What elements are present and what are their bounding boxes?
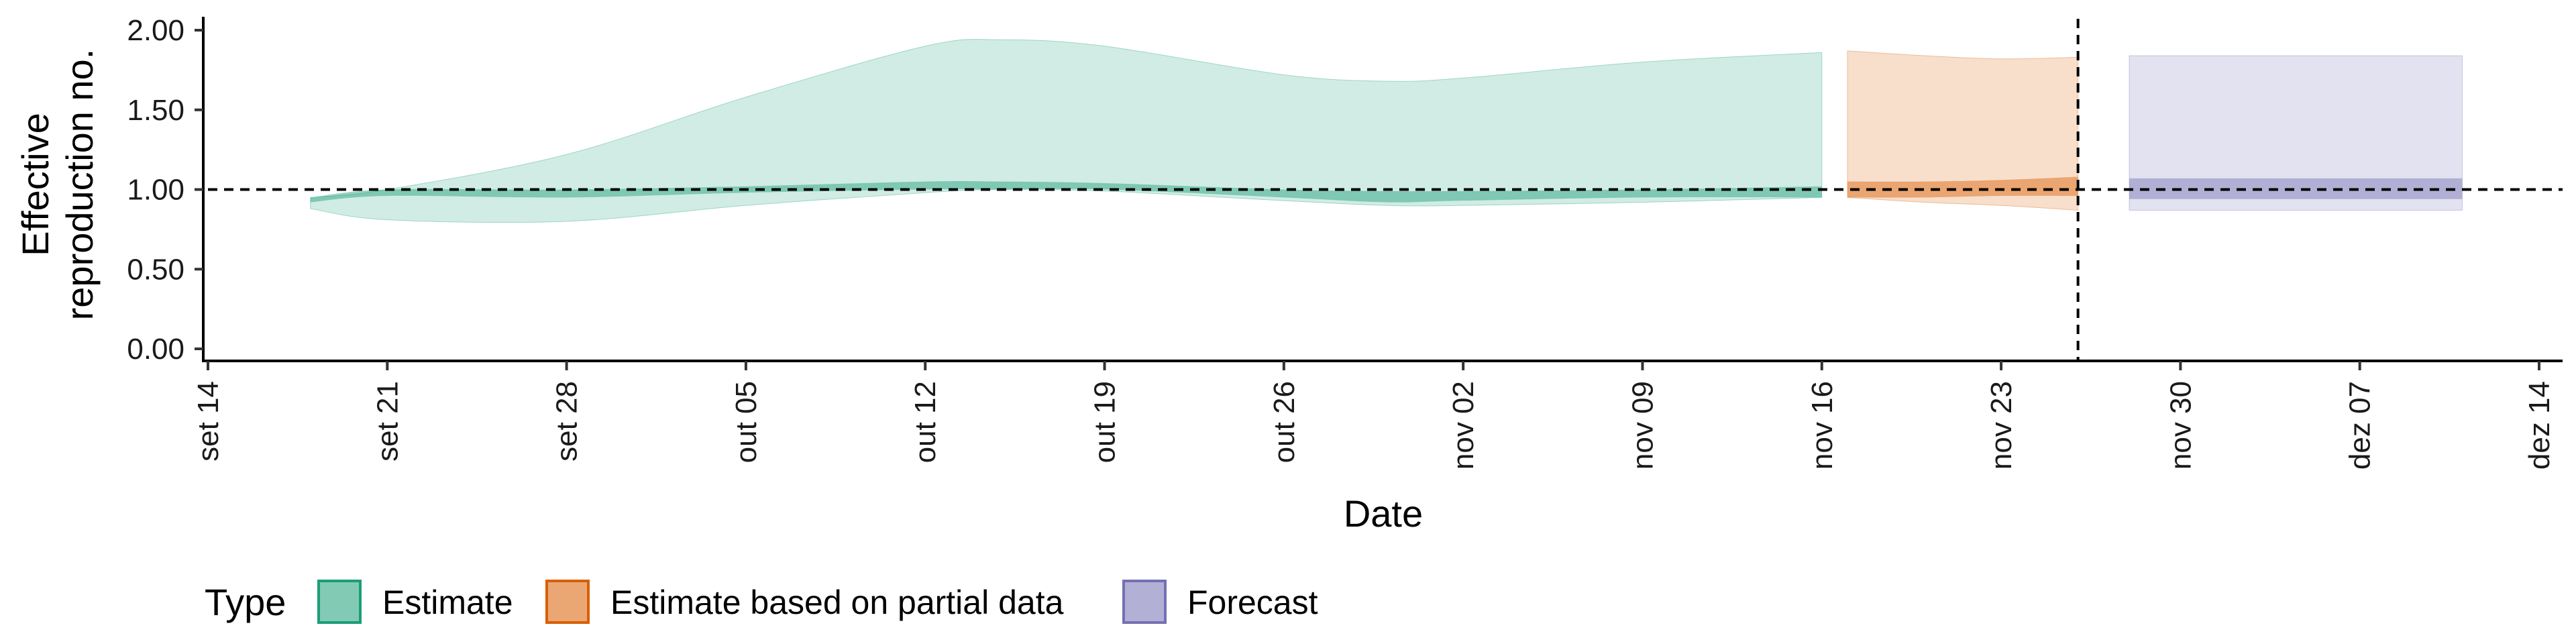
legend-swatch-forecast — [1122, 580, 1167, 624]
x-tick-label: set 21 — [371, 381, 404, 462]
y-tick-label: 1.50 — [127, 94, 184, 127]
x-tick-label: out 19 — [1089, 381, 1122, 463]
x-tick-label: dez 07 — [2344, 381, 2377, 470]
ribbon-inner-estimate — [310, 180, 1822, 203]
legend-swatch-estimate-based-on-partial-data — [545, 580, 590, 624]
x-tick-label: nov 02 — [1447, 381, 1480, 470]
y-tick-label: 0.00 — [127, 333, 184, 366]
ribbon-outer-forecast — [2129, 55, 2463, 211]
x-tick-label: set 28 — [551, 381, 584, 462]
x-axis-title: Date — [1344, 492, 1423, 535]
y-tick-label: 1.00 — [127, 174, 184, 207]
x-tick-label: nov 23 — [1985, 381, 2018, 470]
ribbon-inner-estimate-based-on-partial-data — [1847, 176, 2078, 198]
legend-title: Type — [205, 581, 286, 623]
y-axis-title-line-2: reproduction no. — [58, 49, 101, 321]
legend-swatch-estimate — [317, 580, 362, 624]
x-tick-label: nov 30 — [2164, 381, 2197, 470]
ribbon-outer-estimate — [310, 39, 1823, 223]
axes — [195, 17, 2563, 370]
x-tick-label: nov 09 — [1626, 381, 1659, 470]
legend-label-estimate: Estimate — [382, 584, 513, 621]
y-tick-labels: 0.00 0.50 1.00 1.50 2.00 — [127, 14, 184, 366]
legend: Type Estimate Estimate based on partial d… — [205, 580, 1318, 624]
x-tick-label: out 05 — [730, 381, 763, 463]
ribbon-inner-forecast — [2129, 178, 2463, 199]
legend-label-estimate-based-on-partial-data: Estimate based on partial data — [610, 584, 1064, 621]
legend-label-forecast: Forecast — [1187, 584, 1318, 621]
y-tick-label: 2.00 — [127, 14, 184, 47]
y-axis-title-line-1: Effective — [14, 113, 56, 256]
x-tick-label: out 26 — [1268, 381, 1301, 463]
y-tick-label: 0.50 — [127, 253, 184, 286]
ribbon-outer-estimate-based-on-partial-data — [1847, 50, 2079, 211]
x-tick-labels: set 14 set 21 set 28 out 05 out 12 out 19 out … — [192, 381, 2556, 470]
reference-lines — [208, 19, 2563, 362]
ribbon-layer — [310, 39, 2463, 223]
x-tick-label: set 14 — [192, 381, 225, 462]
x-tick-label: nov 16 — [1806, 381, 1839, 470]
x-tick-label: dez 14 — [2523, 381, 2556, 470]
x-tick-label: out 12 — [909, 381, 942, 463]
